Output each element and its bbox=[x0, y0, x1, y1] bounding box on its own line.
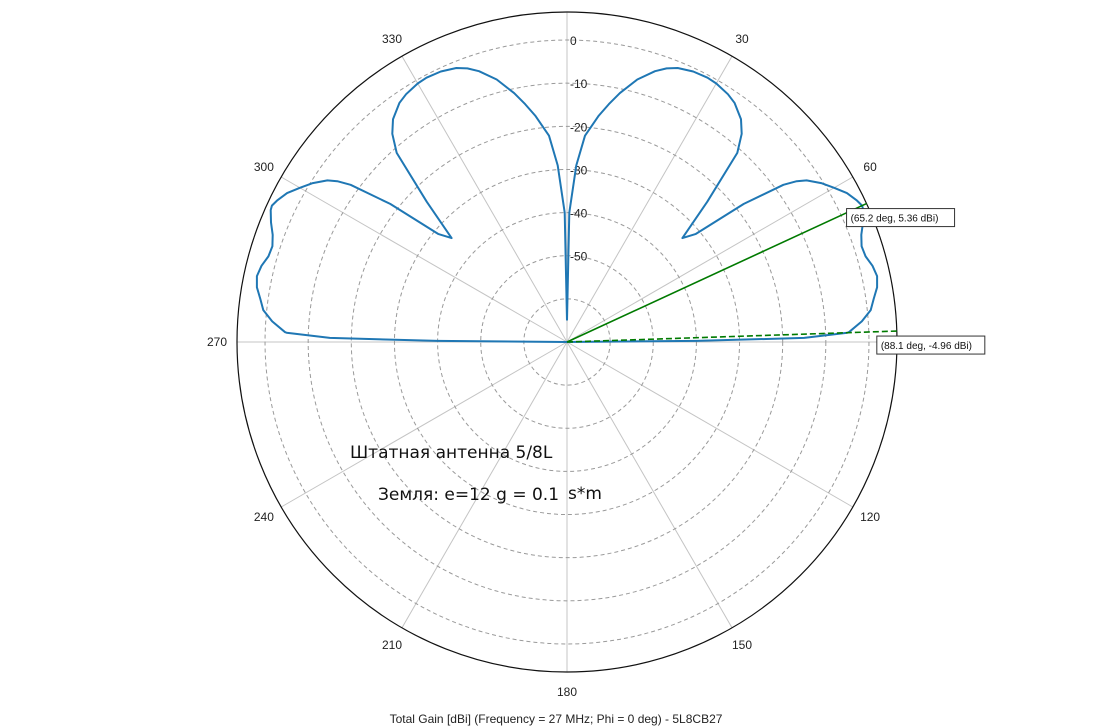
radial-tick-label: -30 bbox=[570, 163, 588, 177]
radial-tick-label: -50 bbox=[570, 250, 588, 264]
gain-markers: (65.2 deg, 5.36 dBi) (88.1 deg, -4.96 dBi… bbox=[566, 202, 986, 355]
angle-tick-label: 300 bbox=[254, 160, 274, 174]
radial-tick-label: -20 bbox=[570, 120, 588, 134]
angle-tick-label: 120 bbox=[860, 510, 880, 524]
annotation-ground: Земля: е=12 g = 0.1 bbox=[378, 485, 559, 505]
radial-tick-label: -40 bbox=[570, 207, 588, 221]
radial-tick-label: -10 bbox=[570, 77, 588, 91]
ring-2 bbox=[350, 125, 784, 559]
annotation-antenna: Штатная антенна 5/8L bbox=[350, 443, 553, 463]
angle-tick-label: 240 bbox=[254, 510, 274, 524]
ring-1 bbox=[307, 82, 827, 602]
angle-tick-label: 180 bbox=[557, 685, 577, 699]
spoke-120 bbox=[566, 341, 854, 508]
pattern-line-right bbox=[566, 67, 879, 343]
marker-line-1 bbox=[566, 202, 867, 343]
spoke-210 bbox=[401, 341, 568, 629]
gain-pattern bbox=[255, 67, 879, 343]
marker-label-2: (88.1 deg, -4.96 dBi) bbox=[881, 341, 972, 352]
chart-caption: Total Gain [dBi] (Frequency = 27 MHz; Ph… bbox=[389, 712, 723, 726]
angle-tick-label: 210 bbox=[382, 638, 402, 652]
spoke-60 bbox=[566, 176, 854, 343]
spoke-240 bbox=[280, 341, 568, 508]
polar-chart: 0-10-20-30-40-50030601201501802102402703… bbox=[207, 11, 986, 699]
ring-0 bbox=[264, 39, 870, 645]
ring-3 bbox=[393, 168, 741, 516]
spoke-150 bbox=[566, 341, 733, 629]
pattern-line-left bbox=[255, 67, 568, 343]
marker-box-2 bbox=[876, 335, 986, 355]
annotation-block: Штатная антенна 5/8L Земля: е=12 g = 0.1… bbox=[350, 443, 602, 505]
marker-label-1: (65.2 deg, 5.36 dBi) bbox=[851, 214, 939, 225]
marker-box-1 bbox=[846, 208, 956, 228]
spoke-30 bbox=[566, 55, 733, 343]
annotation-units: s*m bbox=[568, 484, 602, 504]
radial-tick-label: 0 bbox=[570, 34, 577, 48]
angle-tick-label: 60 bbox=[863, 160, 877, 174]
marker-line-2 bbox=[566, 330, 897, 343]
spoke-330 bbox=[401, 55, 568, 343]
angle-tick-label: 270 bbox=[207, 335, 227, 349]
angle-tick-label: 330 bbox=[382, 32, 402, 46]
polar-grid: 0-10-20-30-40-50030601201501802102402703… bbox=[207, 11, 898, 699]
ring-4 bbox=[437, 212, 697, 472]
angle-tick-label: 30 bbox=[735, 32, 749, 46]
spoke-300 bbox=[280, 176, 568, 343]
angle-tick-label: 150 bbox=[732, 638, 752, 652]
